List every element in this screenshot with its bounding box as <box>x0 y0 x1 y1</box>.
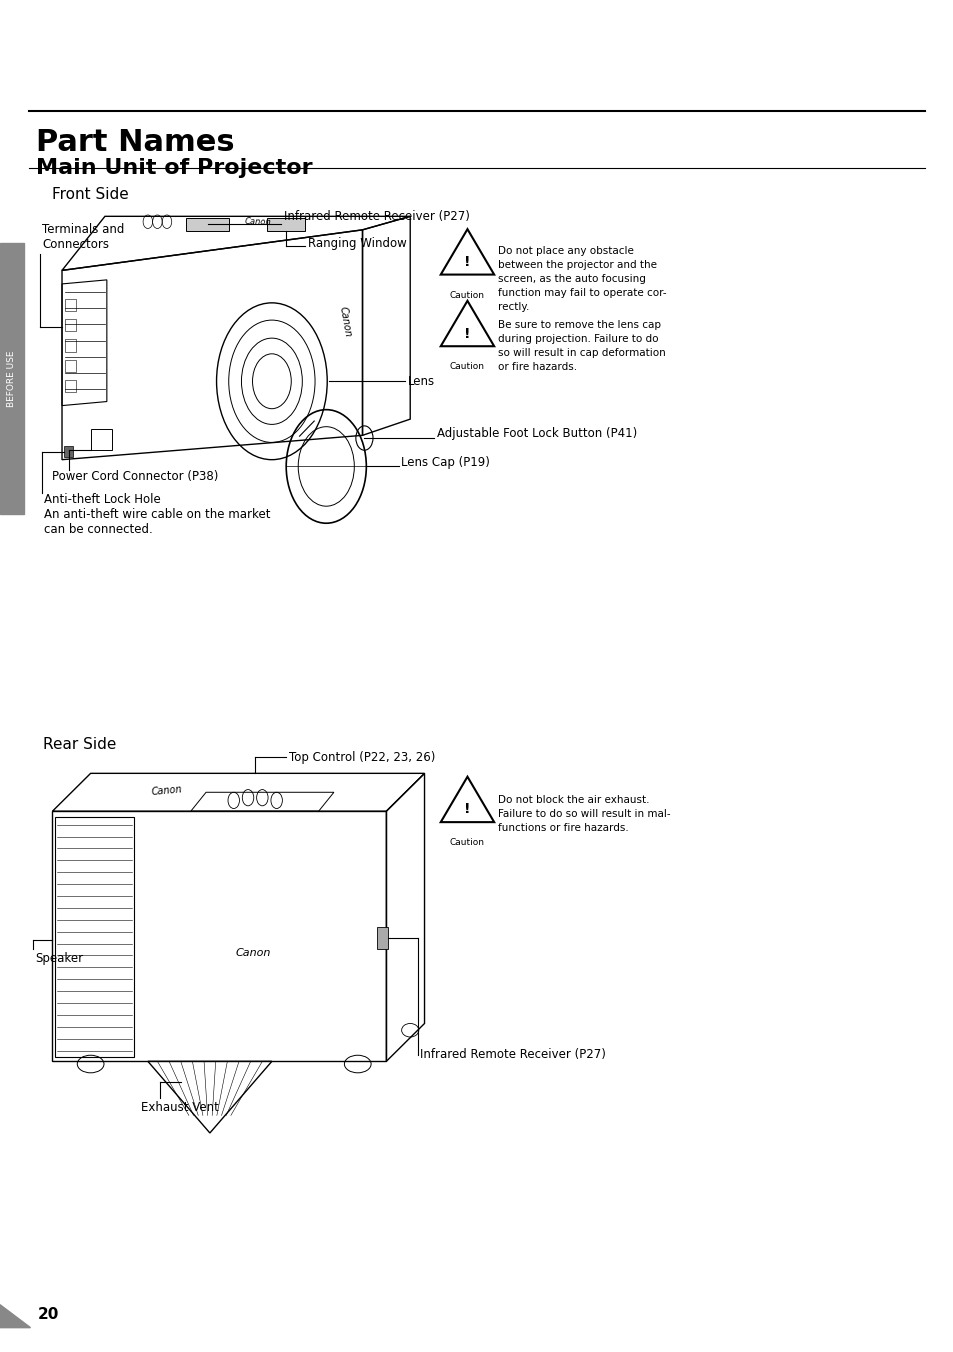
Text: Adjustable Foot Lock Button (P41): Adjustable Foot Lock Button (P41) <box>436 427 637 441</box>
Text: !: ! <box>464 256 470 269</box>
Text: Lens: Lens <box>408 375 435 388</box>
Text: Canon: Canon <box>234 948 271 959</box>
Bar <box>65 339 76 352</box>
Text: Lens Cap (P19): Lens Cap (P19) <box>400 456 489 469</box>
Bar <box>65 380 76 392</box>
Bar <box>55 817 133 1057</box>
Text: Speaker: Speaker <box>35 952 83 965</box>
Text: Infrared Remote Receiver (P27): Infrared Remote Receiver (P27) <box>284 210 470 223</box>
Text: Do not block the air exhaust.
Failure to do so will result in mal-
functions or : Do not block the air exhaust. Failure to… <box>497 795 670 833</box>
Text: Be sure to remove the lens cap
during projection. Failure to do
so will result i: Be sure to remove the lens cap during pr… <box>497 320 665 372</box>
Text: Ranging Window: Ranging Window <box>308 237 407 250</box>
Text: Canon: Canon <box>244 216 271 227</box>
Text: Canon: Canon <box>337 306 353 338</box>
Bar <box>376 927 388 949</box>
Text: Caution: Caution <box>450 362 484 372</box>
Bar <box>0 243 24 514</box>
Text: Canon: Canon <box>151 784 183 798</box>
Bar <box>65 299 76 311</box>
Bar <box>186 218 229 231</box>
Text: Front Side: Front Side <box>52 187 129 201</box>
Text: Caution: Caution <box>450 291 484 300</box>
Text: Main Unit of Projector: Main Unit of Projector <box>36 158 313 178</box>
Text: Terminals and
Connectors: Terminals and Connectors <box>42 223 124 251</box>
Text: !: ! <box>464 803 470 817</box>
Text: 20: 20 <box>38 1307 59 1322</box>
Text: Top Control (P22, 23, 26): Top Control (P22, 23, 26) <box>289 750 435 764</box>
Bar <box>64 446 73 457</box>
Text: Part Names: Part Names <box>36 128 234 157</box>
Bar <box>267 218 305 231</box>
Text: BEFORE USE: BEFORE USE <box>7 350 16 407</box>
Text: Do not place any obstacle
between the projector and the
screen, as the auto focu: Do not place any obstacle between the pr… <box>497 246 666 312</box>
Polygon shape <box>0 1305 30 1328</box>
Text: Exhaust Vent: Exhaust Vent <box>141 1101 219 1114</box>
Bar <box>91 429 112 450</box>
Text: !: ! <box>464 327 470 341</box>
Bar <box>65 360 76 372</box>
Bar <box>65 319 76 331</box>
Text: Rear Side: Rear Side <box>43 737 116 752</box>
Text: Power Cord Connector (P38): Power Cord Connector (P38) <box>52 470 218 484</box>
Text: Anti-theft Lock Hole
An anti-theft wire cable on the market
can be connected.: Anti-theft Lock Hole An anti-theft wire … <box>44 493 270 537</box>
Text: Infrared Remote Receiver (P27): Infrared Remote Receiver (P27) <box>419 1048 605 1061</box>
Text: Caution: Caution <box>450 838 484 848</box>
